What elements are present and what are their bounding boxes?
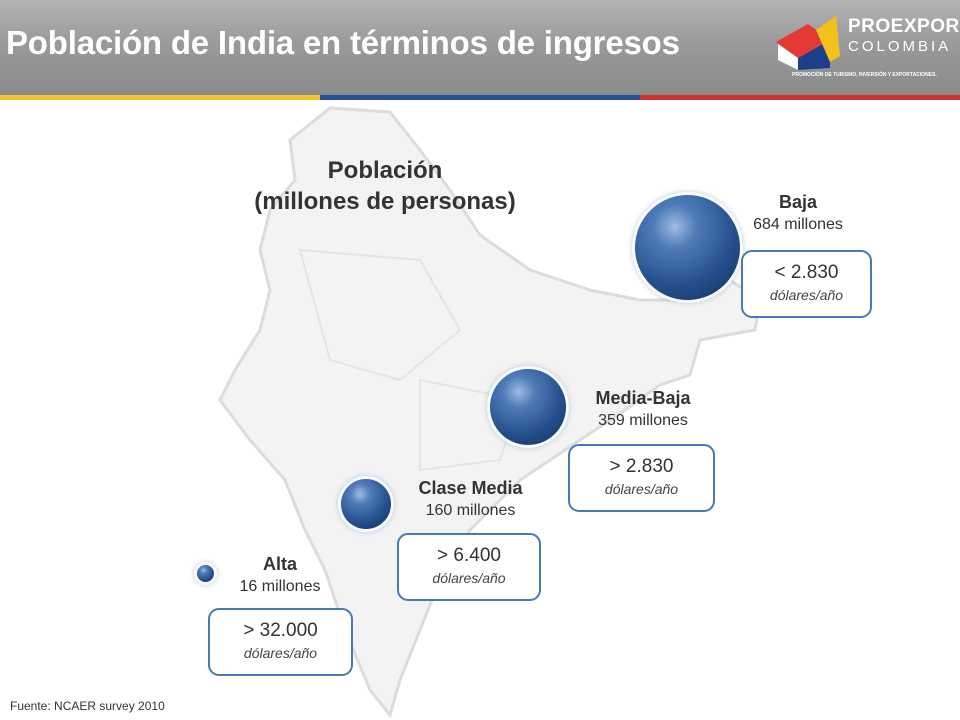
bubble-clase-media — [341, 479, 391, 529]
income-box-media-baja: > 2.830 dólares/año — [568, 444, 715, 512]
class-name: Baja — [778, 192, 818, 212]
bubble-baja — [635, 195, 740, 300]
class-name: Media-Baja — [595, 388, 691, 408]
chart-title-line2: (millones de personas) — [254, 188, 516, 215]
logo-country: COLOMBIA — [848, 38, 952, 55]
income-unit: dólares/año — [604, 481, 679, 497]
income-threshold: > 2.830 — [609, 456, 674, 477]
population-value: 160 millones — [425, 502, 516, 519]
population-value: 16 millones — [239, 578, 321, 595]
class-name: Clase Media — [418, 478, 523, 498]
logo-wordmark: PROEXPORT — [848, 16, 960, 37]
slide-title: Población de India en términos de ingres… — [6, 24, 680, 61]
income-unit: dólares/año — [432, 570, 506, 586]
label-baja: Baja 684 millones — [733, 192, 863, 234]
population-value: 684 millones — [753, 216, 843, 233]
source-note: Fuente: NCAER survey 2010 — [10, 699, 165, 713]
income-box-alta: > 32.000 dólares/año — [208, 608, 353, 676]
income-threshold: < 2.830 — [774, 262, 839, 283]
proexport-logo: PROEXPORT COLOMBIA PROMOCIÓN DE TURISMO,… — [770, 12, 960, 84]
income-unit: dólares/año — [243, 645, 318, 661]
slide-header: Población de India en términos de ingres… — [0, 0, 960, 95]
population-value: 359 millones — [598, 412, 688, 429]
bubble-media-baja — [490, 369, 566, 445]
color-stripe — [0, 95, 960, 100]
income-box-baja: < 2.830 dólares/año — [741, 250, 872, 318]
chart-title-line1: Población — [327, 157, 443, 184]
stripe-red — [640, 95, 960, 100]
label-media-baja: Media-Baja 359 millones — [568, 388, 718, 430]
income-box-clase-media: > 6.400 dólares/año — [397, 533, 541, 601]
logo-tagline: PROMOCIÓN DE TURISMO, INVERSIÓN Y EXPORT… — [792, 72, 937, 78]
class-name: Alta — [262, 554, 297, 574]
income-threshold: > 32.000 — [243, 620, 318, 641]
chart-title: Población (millones de personas) — [200, 155, 570, 217]
income-threshold: > 6.400 — [437, 545, 501, 566]
stripe-blue — [320, 95, 640, 100]
bubble-alta — [197, 565, 214, 582]
stripe-yellow — [0, 95, 320, 100]
label-alta: Alta 16 millones — [215, 554, 345, 596]
logo-house-icon — [776, 16, 840, 70]
income-unit: dólares/año — [769, 287, 844, 303]
label-clase-media: Clase Media 160 millones — [393, 478, 548, 520]
